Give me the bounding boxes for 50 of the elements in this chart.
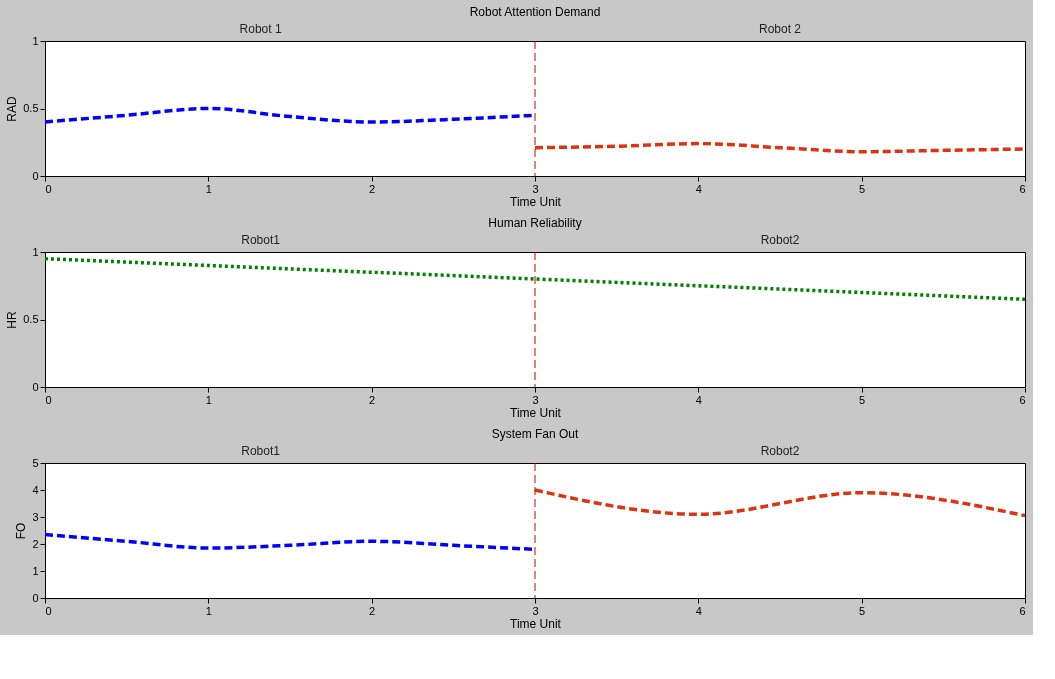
x-tick-label: 5 <box>859 182 866 195</box>
y-tick-label: 4 <box>32 483 39 496</box>
y-tick-label: 0 <box>32 380 39 393</box>
x-tick-label: 1 <box>205 604 212 617</box>
chart-title: Human Reliability <box>488 216 582 230</box>
text: Robot2 <box>760 444 800 458</box>
x-axis-title: Time Unit <box>510 194 562 209</box>
y-tick-label: 3 <box>32 510 39 523</box>
x-tick-label: 2 <box>369 393 376 406</box>
y-tick-label: 0.5 <box>23 313 39 325</box>
x-tick-label: 2 <box>369 182 376 195</box>
x-tick-label: 3 <box>532 393 539 406</box>
x-tick-label: 6 <box>1019 182 1026 195</box>
y-axis-title: HR <box>5 311 20 329</box>
y-tick-label: 5 <box>32 456 39 469</box>
y-axis-title: FO <box>14 522 29 540</box>
text: Robot2 <box>760 233 800 247</box>
x-tick-label: 0 <box>45 393 52 406</box>
text: Robot 2 <box>758 22 802 36</box>
chart-title: System Fan Out <box>491 427 580 441</box>
y-tick-label: 0 <box>32 591 39 604</box>
x-tick-label: 1 <box>205 393 212 406</box>
x-tick-label: 4 <box>695 604 702 617</box>
y-tick-label: 1 <box>32 34 39 47</box>
x-axis-title: Time Unit <box>510 616 562 631</box>
x-tick-label: 4 <box>695 182 702 195</box>
y-tick-label: 2 <box>32 537 39 550</box>
x-tick-label: 5 <box>859 604 866 617</box>
x-axis-title: Time Unit <box>510 405 562 420</box>
x-tick-label: 5 <box>859 393 866 406</box>
line-series <box>43 257 1027 301</box>
x-tick-label: 1 <box>205 182 212 195</box>
y-tick-label: 0 <box>32 169 39 182</box>
x-tick-label: 2 <box>369 604 376 617</box>
x-tick-label: 0 <box>45 182 52 195</box>
x-tick-label: 6 <box>1019 393 1026 406</box>
x-tick-label: 0 <box>45 604 52 617</box>
y-tick-label: 1 <box>32 245 39 258</box>
text: Robot 1 <box>239 22 282 36</box>
x-tick-label: 3 <box>532 604 539 617</box>
y-tick-label: 0.5 <box>23 102 39 114</box>
y-axis-title: RAD <box>5 96 20 122</box>
y-tick-label: 1 <box>32 564 39 577</box>
text: Robot1 <box>241 233 281 247</box>
chart-title: Robot Attention Demand <box>469 5 601 19</box>
x-tick-label: 3 <box>532 182 539 195</box>
x-tick-label: 6 <box>1019 604 1026 617</box>
x-tick-label: 4 <box>695 393 702 406</box>
text: Robot1 <box>241 444 281 458</box>
line-series <box>533 488 1027 518</box>
